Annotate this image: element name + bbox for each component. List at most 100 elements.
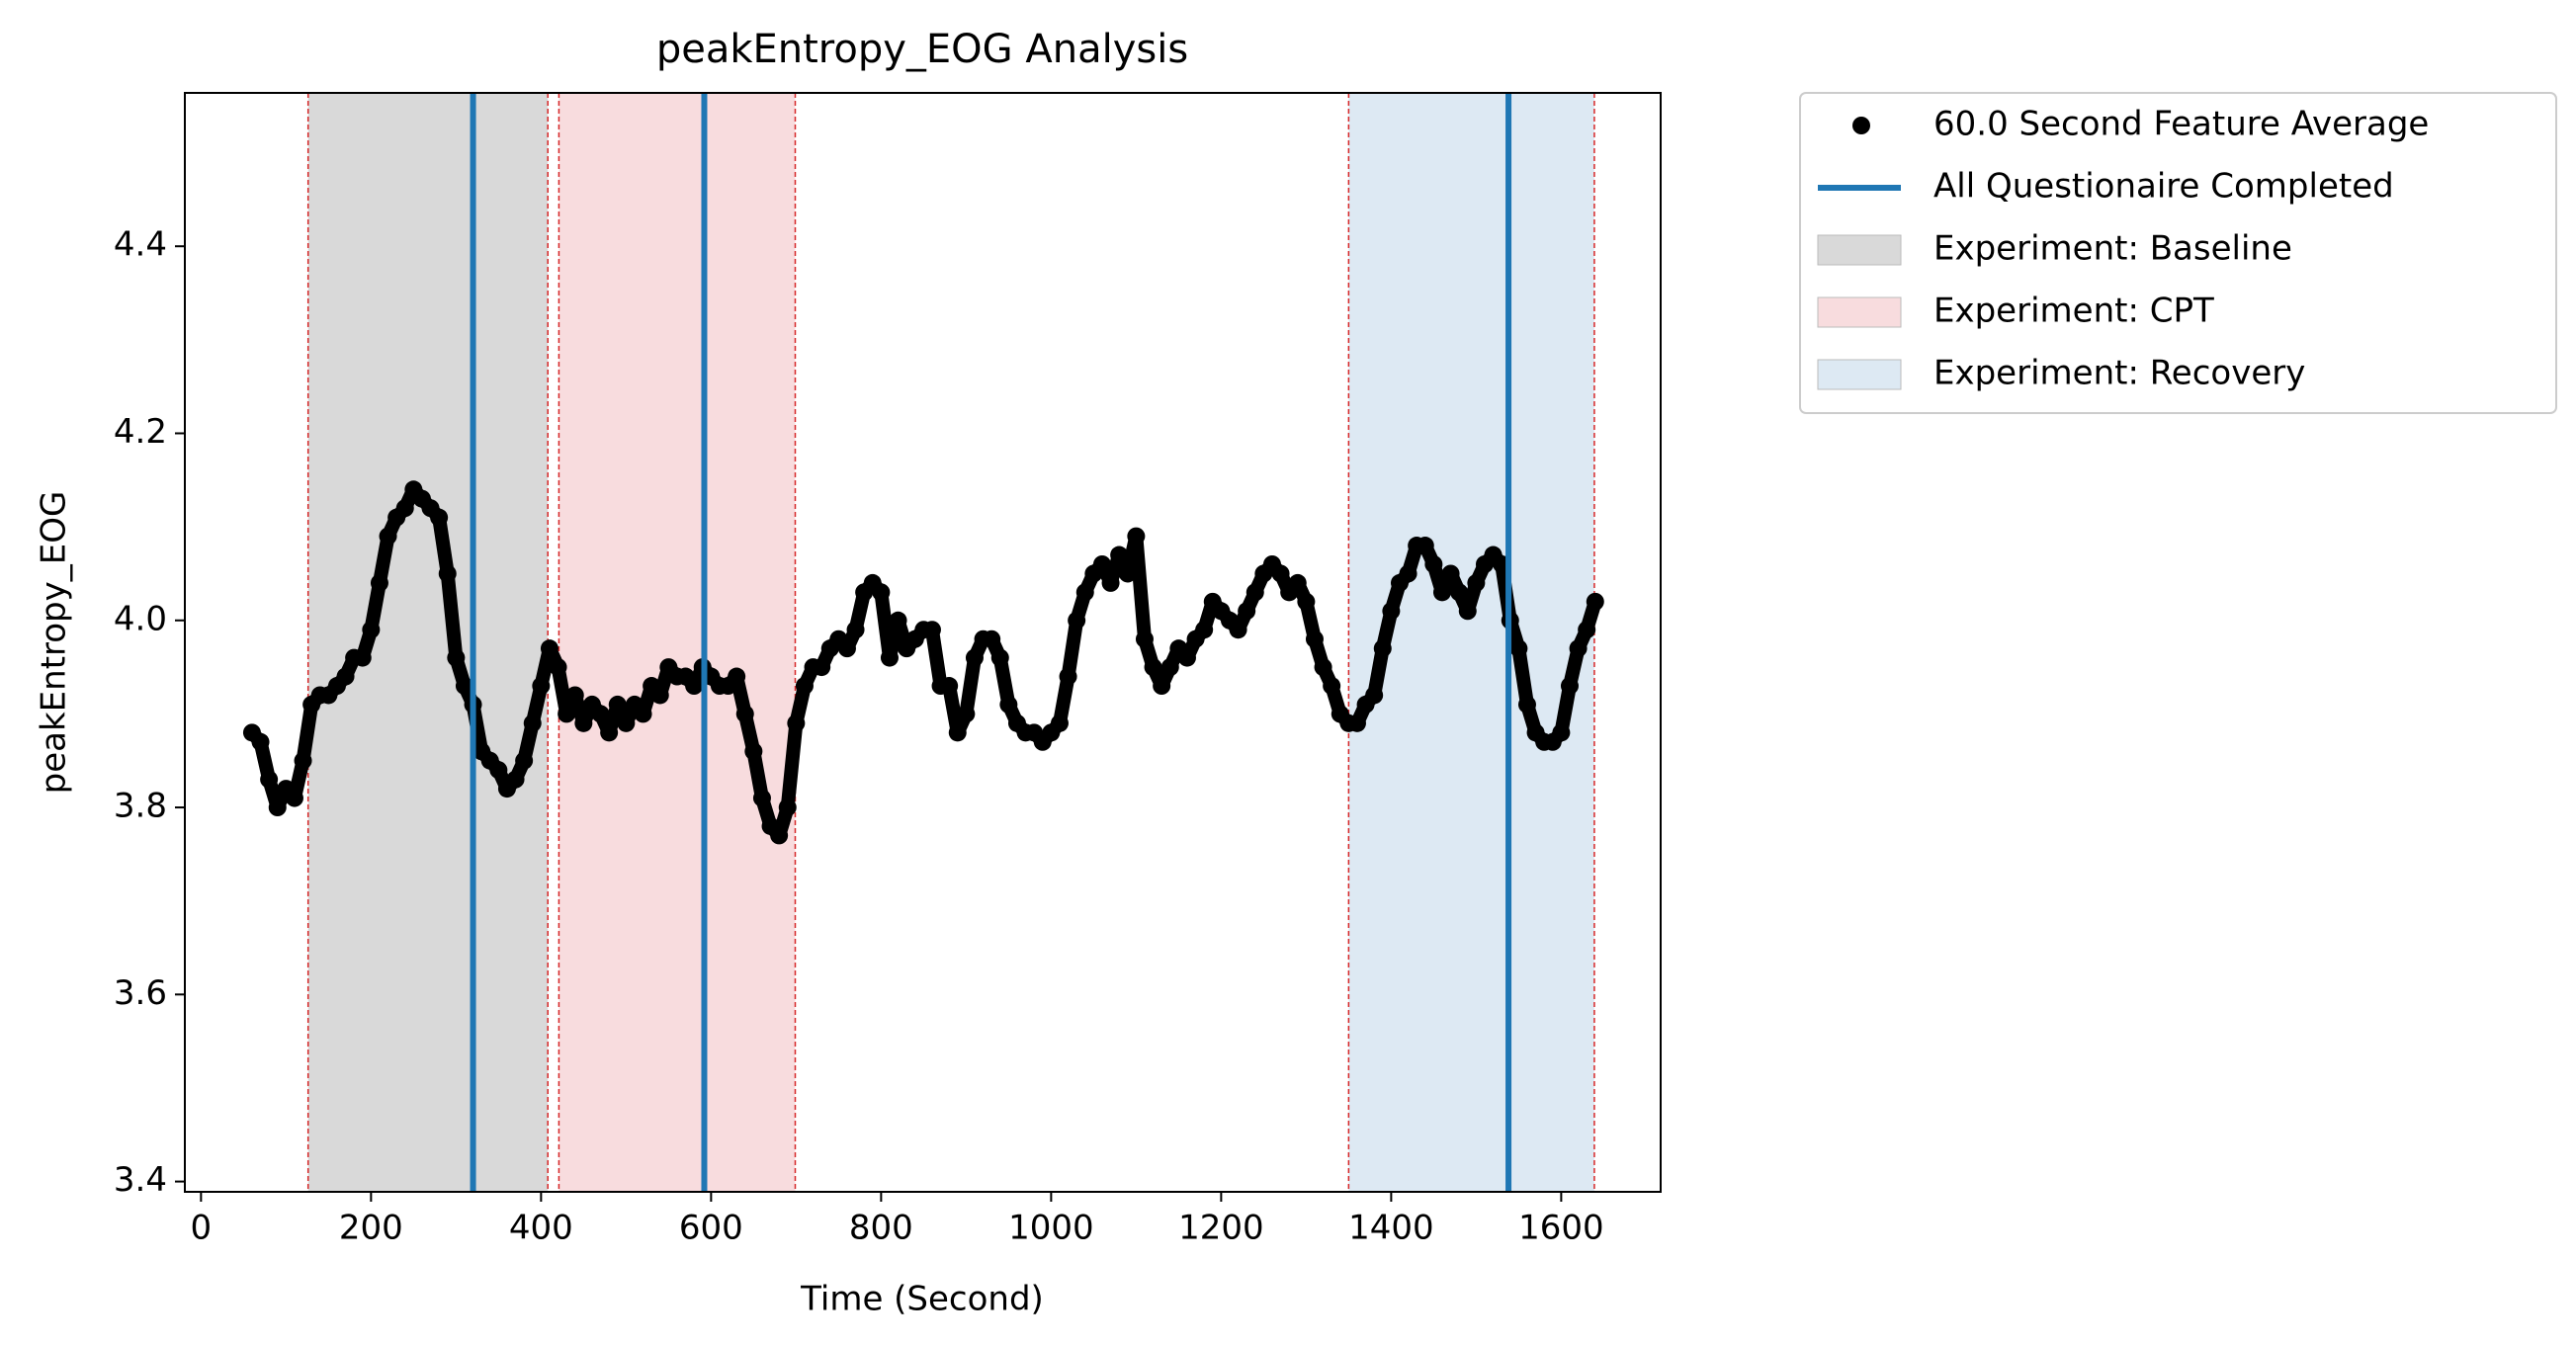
y-tick-label: 3.4 [114, 1160, 167, 1200]
legend-label: 60.0 Second Feature Average [1933, 105, 2429, 144]
data-point [489, 761, 508, 780]
data-point [336, 667, 355, 686]
legend-marker [1852, 117, 1870, 134]
x-tick-label: 1000 [1008, 1209, 1094, 1248]
y-tick-label: 4.0 [114, 599, 167, 638]
data-point [506, 770, 525, 789]
data-point [1238, 602, 1256, 621]
x-tick-label: 600 [679, 1209, 743, 1248]
span [307, 93, 549, 1192]
data-point [515, 751, 534, 770]
data-point [1101, 573, 1120, 592]
data-point [362, 621, 381, 639]
data-point [285, 789, 303, 807]
data-point [735, 705, 754, 723]
data-point [787, 714, 806, 732]
y-tick-label: 4.4 [114, 225, 167, 265]
data-point [1144, 658, 1162, 677]
data-point [549, 658, 567, 677]
data-point [1297, 592, 1316, 611]
data-point [752, 789, 771, 807]
data-point [532, 677, 551, 696]
data-point [1092, 554, 1111, 573]
data-point [990, 648, 1009, 667]
y-tick-label: 3.8 [114, 787, 167, 826]
data-point [540, 639, 558, 658]
data-point [1424, 554, 1443, 573]
data-point [1441, 564, 1460, 583]
x-tick-label: 1200 [1178, 1209, 1264, 1248]
data-point [1195, 621, 1214, 639]
data-point [600, 723, 619, 742]
plot-frame [184, 92, 1662, 1193]
legend-label: Experiment: Baseline [1933, 229, 2292, 269]
data-point [523, 714, 542, 732]
data-point [1135, 630, 1154, 648]
data-point [1382, 602, 1401, 621]
data-point [438, 564, 457, 583]
data-point [395, 499, 414, 518]
data-point [1517, 695, 1536, 714]
data-point [880, 648, 899, 667]
data-point [591, 705, 610, 723]
data-point [455, 677, 473, 696]
data-point [1110, 546, 1129, 564]
data-point [1068, 611, 1086, 630]
x-tick-label: 200 [339, 1209, 403, 1248]
legend-marker [1817, 296, 1902, 328]
data-point [1578, 621, 1596, 639]
data-point [1347, 714, 1366, 732]
data-point [1450, 583, 1469, 602]
data-point [999, 695, 1018, 714]
data-point [251, 732, 270, 751]
legend-marker [1817, 359, 1902, 390]
data-point [1586, 592, 1604, 611]
data-point [1399, 564, 1417, 583]
data-point [1560, 677, 1579, 696]
data-point [353, 648, 372, 667]
data-point [565, 686, 584, 705]
span [558, 93, 796, 1192]
data-point [370, 573, 388, 592]
data-point [1177, 648, 1196, 667]
legend-label: Experiment: Recovery [1933, 354, 2305, 393]
data-point [294, 751, 312, 770]
data-point [1569, 639, 1588, 658]
data-point [837, 639, 856, 658]
data-point [889, 611, 907, 630]
data-point [447, 648, 466, 667]
data-point [1305, 630, 1324, 648]
data-point [770, 826, 789, 845]
data-point [1245, 583, 1264, 602]
data-point [846, 621, 865, 639]
legend-label: All Questionaire Completed [1933, 167, 2394, 207]
data-point [1288, 573, 1307, 592]
data-point [1153, 677, 1171, 696]
data-point [1127, 527, 1146, 546]
chart-title: peakEntropy_EOG Analysis [656, 27, 1188, 72]
data-point [634, 705, 652, 723]
data-point [778, 799, 797, 817]
data-point [1118, 564, 1137, 583]
data-point [260, 770, 279, 789]
x-axis-label: Time (Second) [800, 1280, 1044, 1319]
legend-marker [1817, 234, 1902, 266]
data-point [872, 583, 891, 602]
data-point [1050, 714, 1069, 732]
data-point [1365, 686, 1384, 705]
data-point [685, 677, 704, 696]
x-tick-label: 400 [509, 1209, 573, 1248]
data-point [1458, 602, 1477, 621]
x-tick-label: 1600 [1518, 1209, 1604, 1248]
data-point [1075, 583, 1094, 602]
data-point [1373, 639, 1392, 658]
data-point [1323, 677, 1341, 696]
data-point [608, 695, 627, 714]
data-point [948, 723, 967, 742]
data-point [1229, 621, 1247, 639]
data-point [744, 742, 763, 761]
data-point [795, 677, 814, 696]
data-point [268, 799, 287, 817]
data-point [957, 705, 976, 723]
